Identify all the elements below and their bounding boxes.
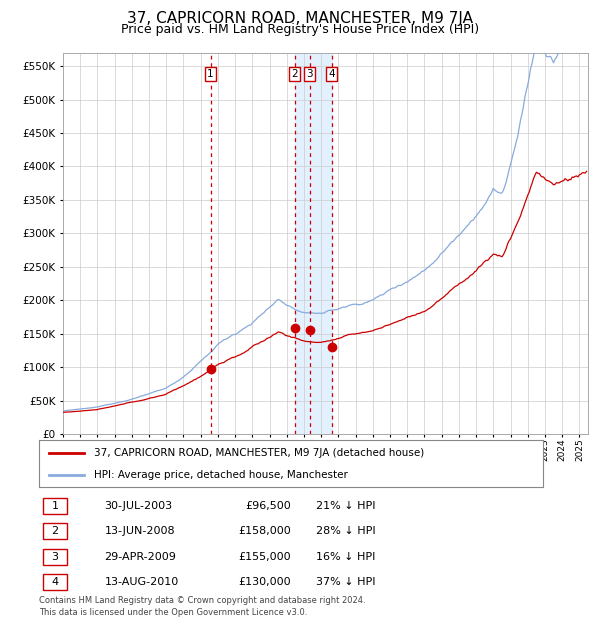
Text: 13-AUG-2010: 13-AUG-2010 bbox=[104, 577, 179, 587]
Bar bbox=[43, 549, 67, 565]
Text: 16% ↓ HPI: 16% ↓ HPI bbox=[316, 552, 376, 562]
Text: 2: 2 bbox=[52, 526, 59, 536]
Bar bbox=[43, 523, 67, 539]
Text: 3: 3 bbox=[307, 69, 313, 79]
Text: Contains HM Land Registry data © Crown copyright and database right 2024.
This d: Contains HM Land Registry data © Crown c… bbox=[39, 596, 365, 617]
Text: 1: 1 bbox=[52, 501, 59, 511]
Text: 2: 2 bbox=[291, 69, 298, 79]
Text: 21% ↓ HPI: 21% ↓ HPI bbox=[316, 501, 376, 511]
Text: 37, CAPRICORN ROAD, MANCHESTER, M9 7JA: 37, CAPRICORN ROAD, MANCHESTER, M9 7JA bbox=[127, 11, 473, 25]
Text: £155,000: £155,000 bbox=[238, 552, 291, 562]
Text: 13-JUN-2008: 13-JUN-2008 bbox=[104, 526, 175, 536]
Text: £158,000: £158,000 bbox=[238, 526, 291, 536]
Bar bbox=[43, 498, 67, 513]
Text: 4: 4 bbox=[52, 577, 59, 587]
Text: 3: 3 bbox=[52, 552, 59, 562]
Text: £96,500: £96,500 bbox=[245, 501, 291, 511]
Text: Price paid vs. HM Land Registry's House Price Index (HPI): Price paid vs. HM Land Registry's House … bbox=[121, 23, 479, 36]
Text: 4: 4 bbox=[329, 69, 335, 79]
Text: 37% ↓ HPI: 37% ↓ HPI bbox=[316, 577, 376, 587]
Text: 37, CAPRICORN ROAD, MANCHESTER, M9 7JA (detached house): 37, CAPRICORN ROAD, MANCHESTER, M9 7JA (… bbox=[94, 448, 425, 458]
Text: 30-JUL-2003: 30-JUL-2003 bbox=[104, 501, 173, 511]
Text: 28% ↓ HPI: 28% ↓ HPI bbox=[316, 526, 376, 536]
Text: £130,000: £130,000 bbox=[238, 577, 291, 587]
Text: HPI: Average price, detached house, Manchester: HPI: Average price, detached house, Manc… bbox=[94, 470, 349, 480]
Text: 29-APR-2009: 29-APR-2009 bbox=[104, 552, 176, 562]
Text: 1: 1 bbox=[207, 69, 214, 79]
Bar bbox=[43, 575, 67, 590]
Bar bbox=[295, 53, 332, 434]
